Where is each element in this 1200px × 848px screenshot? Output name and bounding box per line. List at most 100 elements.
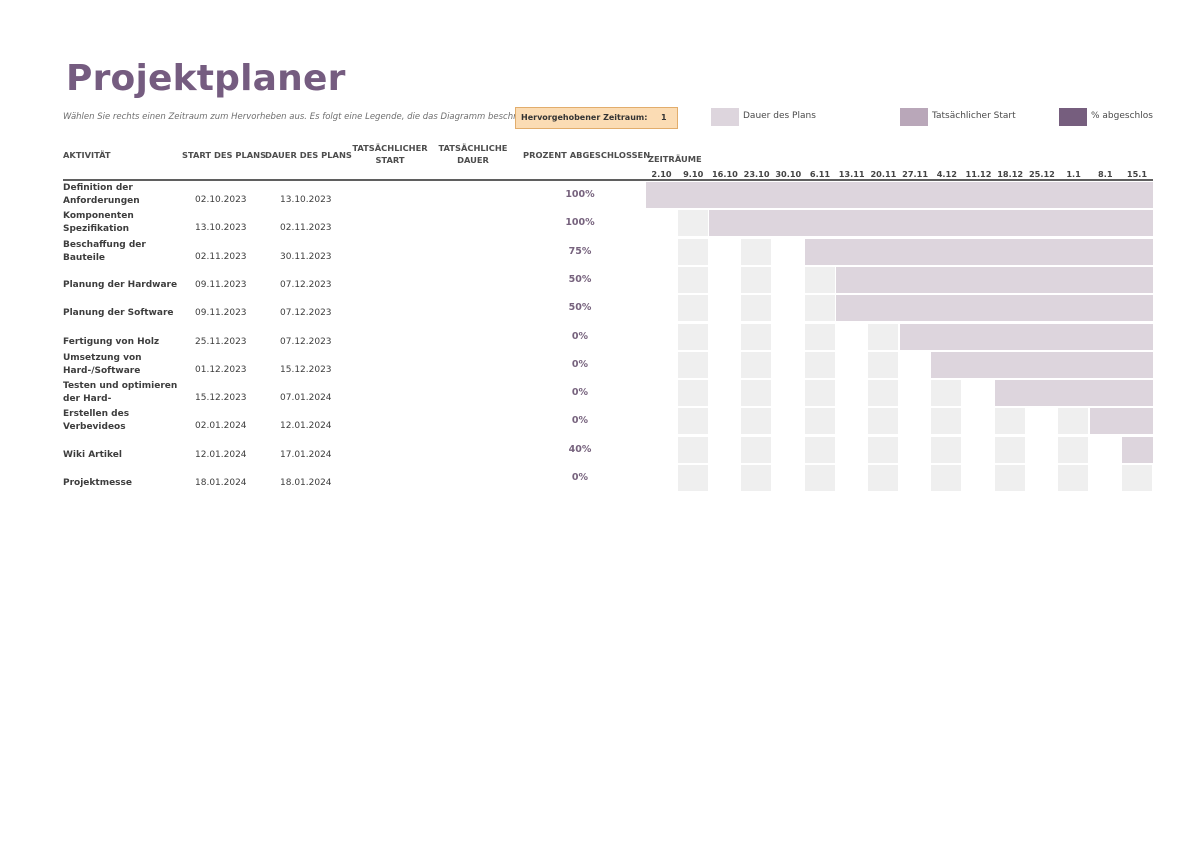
task-plan-end[interactable]: 30.11.2023 [280,251,332,262]
gantt-grid-cell [1121,465,1152,491]
gantt-grid-cell [867,380,898,407]
task-plan-end[interactable]: 07.01.2024 [280,393,332,404]
task-percent-complete[interactable]: 50% [568,273,592,285]
task-plan-end[interactable]: 17.01.2024 [280,449,332,460]
task-plan-end[interactable]: 07.12.2023 [280,308,332,319]
task-percent-complete[interactable]: 40% [568,443,592,455]
gantt-grid-cell [804,351,835,378]
period-label: 25.12 [1028,169,1055,179]
task-name[interactable]: Planung der Software [63,308,174,319]
gantt-bar[interactable] [899,323,1153,350]
task-percent-complete[interactable]: 50% [568,302,592,314]
task-plan-start[interactable]: 15.12.2023 [195,393,247,404]
gantt-grid-cell [804,323,835,350]
column-header-plan-start: START DES PLANS [182,150,267,160]
column-header-percent: PROZENT ABGESCHLOSSEN [523,150,651,160]
task-name[interactable]: Planung der Hardware [63,279,178,290]
column-header-actual-duration: TATSÄCHLICHE DAUER [438,143,508,165]
task-percent-complete[interactable]: 0% [571,415,589,427]
task-percent-complete[interactable]: 100% [565,217,595,229]
period-label: 23.10 [743,169,770,179]
instructions-text: Wählen Sie rechts einen Zeitraum zum Her… [63,112,515,122]
gantt-grid-cell [931,436,962,463]
period-label: 4.12 [936,169,957,179]
gantt-grid-cell [804,436,835,463]
page-title: Projektplaner [66,58,346,99]
task-name[interactable]: Komponenten Spezifikation [63,211,134,235]
task-plan-start[interactable]: 09.11.2023 [195,308,247,319]
gantt-bar[interactable] [836,295,1153,322]
header-divider [63,179,1153,181]
gantt-grid-cell [867,436,898,463]
task-plan-end[interactable]: 18.01.2024 [280,478,332,488]
gantt-grid-cell [677,238,708,265]
gantt-grid-cell [994,408,1025,435]
legend-label-percent-complete: % abgeschlos [1091,111,1153,121]
gantt-grid-cell [804,380,835,407]
task-percent-complete[interactable]: 0% [571,330,589,342]
gantt-grid-cell [741,238,772,265]
task-plan-start[interactable]: 09.11.2023 [195,279,247,290]
gantt-grid-cell [677,323,708,350]
task-name[interactable]: Beschaffung der Bauteile [63,239,146,263]
task-plan-start[interactable]: 13.10.2023 [195,223,247,234]
highlight-period-value[interactable]: 1 [661,113,667,122]
gantt-grid-cell [677,465,708,491]
task-plan-start[interactable]: 12.01.2024 [195,449,247,460]
task-plan-start[interactable]: 02.10.2023 [195,195,247,205]
gantt-bar[interactable] [994,380,1153,407]
task-name[interactable]: Projektmesse [63,478,132,488]
task-name[interactable]: Umsetzung von Hard-/Software [63,352,142,376]
gantt-grid-cell [741,266,772,293]
gantt-grid-cell [931,380,962,407]
gantt-bar[interactable] [1121,436,1153,463]
task-percent-complete[interactable]: 0% [571,358,589,370]
task-plan-start[interactable]: 02.11.2023 [195,251,247,262]
task-name[interactable]: Definition der Anforderungen [63,183,140,206]
gantt-bar[interactable] [804,238,1153,265]
task-percent-complete[interactable]: 75% [568,245,592,257]
gantt-grid-cell [677,351,708,378]
gantt-grid-cell [931,408,962,435]
task-name[interactable]: Erstellen des Verbevideos [63,409,130,433]
gantt-bar[interactable] [709,210,1153,237]
task-plan-start[interactable]: 01.12.2023 [195,364,247,375]
gantt-bar[interactable] [1089,408,1153,435]
legend-label-plan-duration: Dauer des Plans [743,111,816,121]
task-percent-complete[interactable]: 0% [571,387,589,399]
gantt-grid-cell [931,465,962,491]
gantt-grid-cell [994,465,1025,491]
task-plan-end[interactable]: 12.01.2024 [280,421,332,432]
task-name[interactable]: Fertigung von Holz [63,336,160,347]
legend-label-actual-start: Tatsächlicher Start [932,111,1016,121]
gantt-grid-cell [1058,465,1089,491]
task-name[interactable]: Wiki Artikel [63,449,122,460]
task-name[interactable]: Testen und optimieren der Hard- [63,381,178,405]
period-label: 2.10 [651,169,672,179]
gantt-grid-cell [867,351,898,378]
gantt-grid-cell [741,323,772,350]
task-plan-start[interactable]: 25.11.2023 [195,336,247,347]
task-percent-complete[interactable]: 100% [565,189,595,200]
task-plan-end[interactable]: 15.12.2023 [280,364,332,375]
period-label: 6.11 [809,169,831,179]
highlight-period-field[interactable]: Hervorgehobener Zeitraum: 1 [515,107,678,129]
gantt-grid-cell [867,408,898,435]
gantt-grid-cell [677,295,708,322]
period-label: 9.10 [683,169,704,179]
task-plan-start[interactable]: 02.01.2024 [195,421,247,432]
gantt-grid-cell [677,266,708,293]
gantt-bar[interactable] [836,266,1153,293]
period-label: 18.12 [997,169,1024,179]
task-percent-complete[interactable]: 0% [571,472,589,483]
task-plan-end[interactable]: 07.12.2023 [280,336,332,347]
task-plan-end[interactable]: 02.11.2023 [280,223,332,234]
legend-swatch-percent-complete [1059,108,1087,126]
task-plan-end[interactable]: 13.10.2023 [280,195,332,205]
period-label: 30.10 [775,169,802,179]
task-plan-start[interactable]: 18.01.2024 [195,478,247,488]
column-header-plan-duration: DAUER DES PLANS [265,150,352,160]
gantt-bar[interactable] [931,351,1153,378]
task-plan-end[interactable]: 07.12.2023 [280,279,332,290]
gantt-bar[interactable] [646,182,1153,208]
